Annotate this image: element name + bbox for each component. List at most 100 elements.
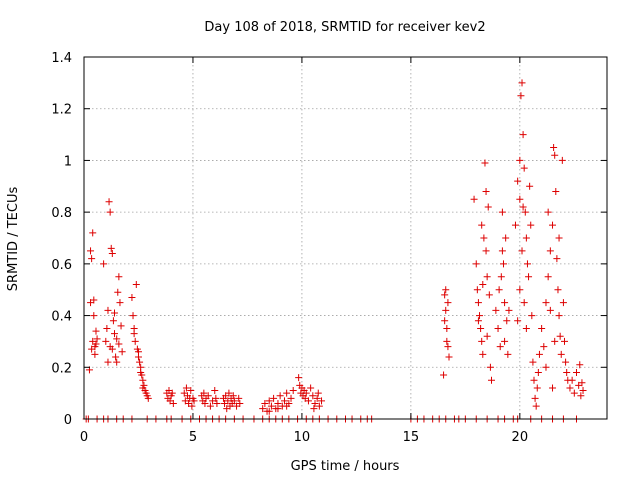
data-point [200,389,208,397]
data-point [168,389,176,397]
data-point [283,402,291,410]
data-point [514,177,522,185]
data-point [310,405,318,413]
data-point [89,229,97,237]
data-point [492,306,500,314]
data-point [538,325,546,332]
data-point [318,397,326,405]
data-point [542,363,550,371]
data-point [544,208,552,216]
data-point [473,286,481,294]
data-point [236,399,244,407]
data-point [477,325,485,332]
data-point [139,384,147,392]
data-point [483,332,491,340]
data-point [287,394,295,402]
data-point [554,286,562,294]
data-point [444,343,452,351]
data-point [516,195,524,203]
data-point [522,234,530,242]
data-point [116,299,124,307]
data-point [562,358,570,366]
data-point [274,405,282,413]
data-point [441,291,449,299]
data-point [109,317,117,325]
data-point [88,255,96,263]
data-point [90,296,98,304]
data-point [484,203,492,211]
data-point [482,247,490,255]
data-point [561,337,569,345]
data-point [540,343,548,351]
data-point [131,337,139,345]
data-point [546,247,554,255]
x-axis-label: GPS time / hours [291,459,400,474]
data-point [505,306,513,314]
data-point [553,255,561,263]
data-point [289,387,297,395]
data-point [481,159,489,167]
data-point [105,198,113,206]
data-point [533,384,541,392]
data-point [117,322,125,330]
chart-title: Day 108 of 2018, SRMTID for receiver kev… [204,20,485,35]
data-point [519,131,527,139]
data-point [549,221,557,229]
tick-labels-layer: 0 5 10 15 20 0 0.2 0.4 0.6 0.8 1 1.2 1.4 [51,51,528,445]
data-point [522,325,530,332]
data-point [530,376,538,384]
data-point [201,399,209,407]
data-point [442,286,450,294]
data-point [555,312,563,320]
data-point [496,343,504,351]
data-point [514,317,522,325]
data-point [558,156,566,164]
data-point [182,384,190,392]
data-point [501,299,509,307]
data-point [280,397,288,405]
data-point [211,387,219,395]
data-point [576,361,584,369]
data-point [526,182,534,190]
x-tick-label: 15 [403,430,420,445]
data-point [497,273,505,281]
data-point [520,164,528,172]
data-point [504,350,512,358]
data-point [307,384,315,392]
data-point [546,306,554,314]
data-point [495,286,503,294]
data-point [113,358,121,366]
data-point [304,397,312,405]
data-point [444,299,452,307]
data-point [113,335,121,343]
y-tick-label: 0.4 [51,310,72,325]
data-point [313,394,321,402]
data-point [100,260,108,268]
data-point [111,309,119,317]
data-point [134,348,142,356]
data-point [103,325,111,332]
data-point [442,306,450,314]
data-point [557,350,565,358]
data-point [476,312,484,320]
data-point [556,332,564,340]
data-point [102,337,110,345]
data-point [443,337,451,345]
data-point [551,337,559,345]
data-point [488,376,496,384]
data-point [187,387,195,395]
data-point [542,299,550,307]
data-point [479,281,487,289]
data-point [139,376,147,384]
data-point [204,392,212,400]
data-point [518,79,526,87]
data-point [136,358,144,366]
data-point [570,389,578,397]
data-point [483,273,491,281]
data-point [518,247,526,255]
y-tick-label: 1.2 [51,103,72,118]
data-point [188,402,196,410]
data-point [107,244,115,252]
data-point [563,368,571,376]
